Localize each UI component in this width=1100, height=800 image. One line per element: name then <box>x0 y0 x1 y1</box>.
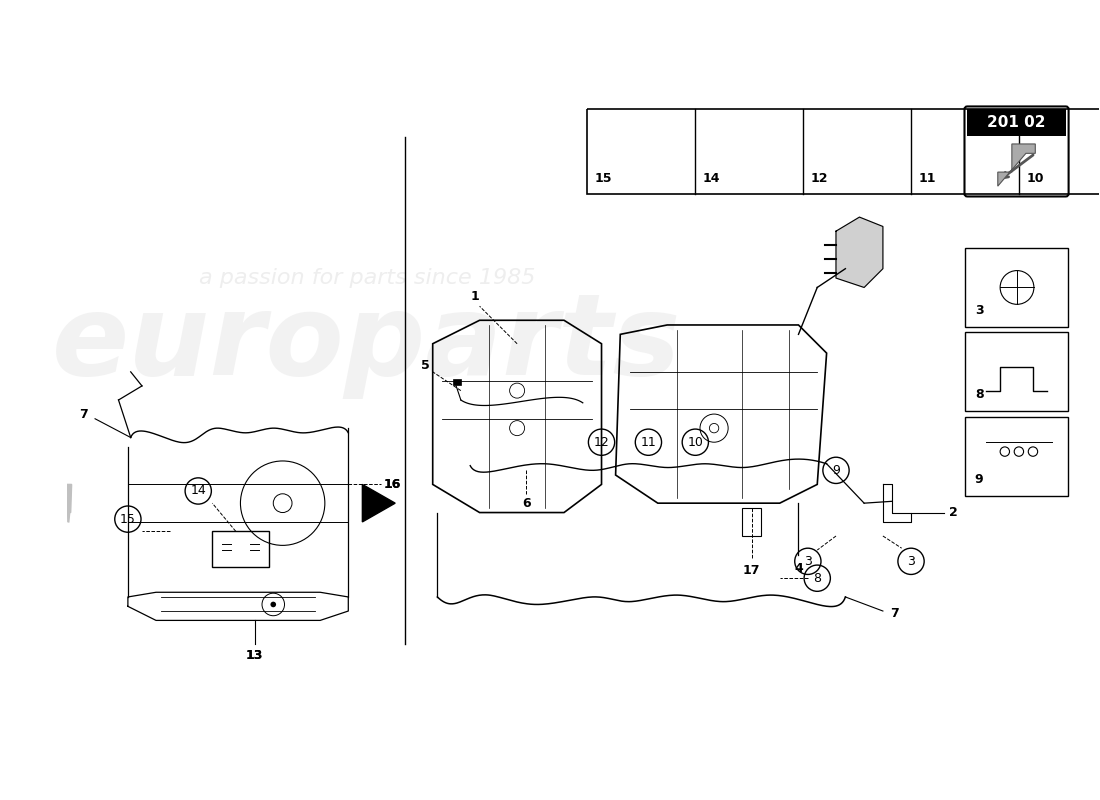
FancyBboxPatch shape <box>967 110 1066 135</box>
Text: 1: 1 <box>471 290 480 303</box>
Polygon shape <box>67 485 72 522</box>
Text: 13: 13 <box>245 649 263 662</box>
Text: 5: 5 <box>421 358 430 372</box>
Text: 17: 17 <box>742 564 760 577</box>
Text: 9: 9 <box>832 464 840 477</box>
Text: 15: 15 <box>595 173 613 186</box>
Text: 6: 6 <box>522 497 531 510</box>
Text: 201 02: 201 02 <box>988 115 1046 130</box>
Text: 14: 14 <box>703 173 720 186</box>
Polygon shape <box>362 485 395 522</box>
Text: 8: 8 <box>813 572 822 585</box>
Text: 3: 3 <box>804 555 812 568</box>
Text: 14: 14 <box>190 485 206 498</box>
Text: 11: 11 <box>640 436 657 449</box>
Text: 4: 4 <box>794 562 803 575</box>
Text: 7: 7 <box>890 607 899 620</box>
Text: 9: 9 <box>975 473 983 486</box>
Text: 12: 12 <box>594 436 609 449</box>
Text: 7: 7 <box>79 407 88 421</box>
Text: 10: 10 <box>688 436 703 449</box>
Text: 2: 2 <box>949 506 958 519</box>
Text: 8: 8 <box>975 388 983 401</box>
Text: 15: 15 <box>120 513 135 526</box>
Text: 13: 13 <box>245 649 263 662</box>
Text: 11: 11 <box>918 173 936 186</box>
Text: 10: 10 <box>1026 173 1044 186</box>
Text: 16: 16 <box>384 478 402 491</box>
Text: 16: 16 <box>384 478 402 491</box>
Text: europarts: europarts <box>53 288 682 399</box>
Polygon shape <box>836 217 883 287</box>
Text: 3: 3 <box>975 304 983 317</box>
Text: 12: 12 <box>811 173 828 186</box>
Circle shape <box>271 602 276 607</box>
Polygon shape <box>998 144 1035 186</box>
Text: a passion for parts since 1985: a passion for parts since 1985 <box>199 268 536 288</box>
Text: 3: 3 <box>908 555 915 568</box>
FancyBboxPatch shape <box>453 379 461 385</box>
